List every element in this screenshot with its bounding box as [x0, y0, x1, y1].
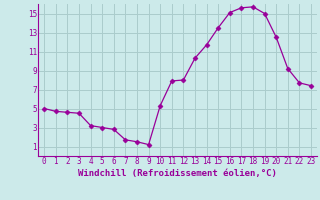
X-axis label: Windchill (Refroidissement éolien,°C): Windchill (Refroidissement éolien,°C) — [78, 169, 277, 178]
